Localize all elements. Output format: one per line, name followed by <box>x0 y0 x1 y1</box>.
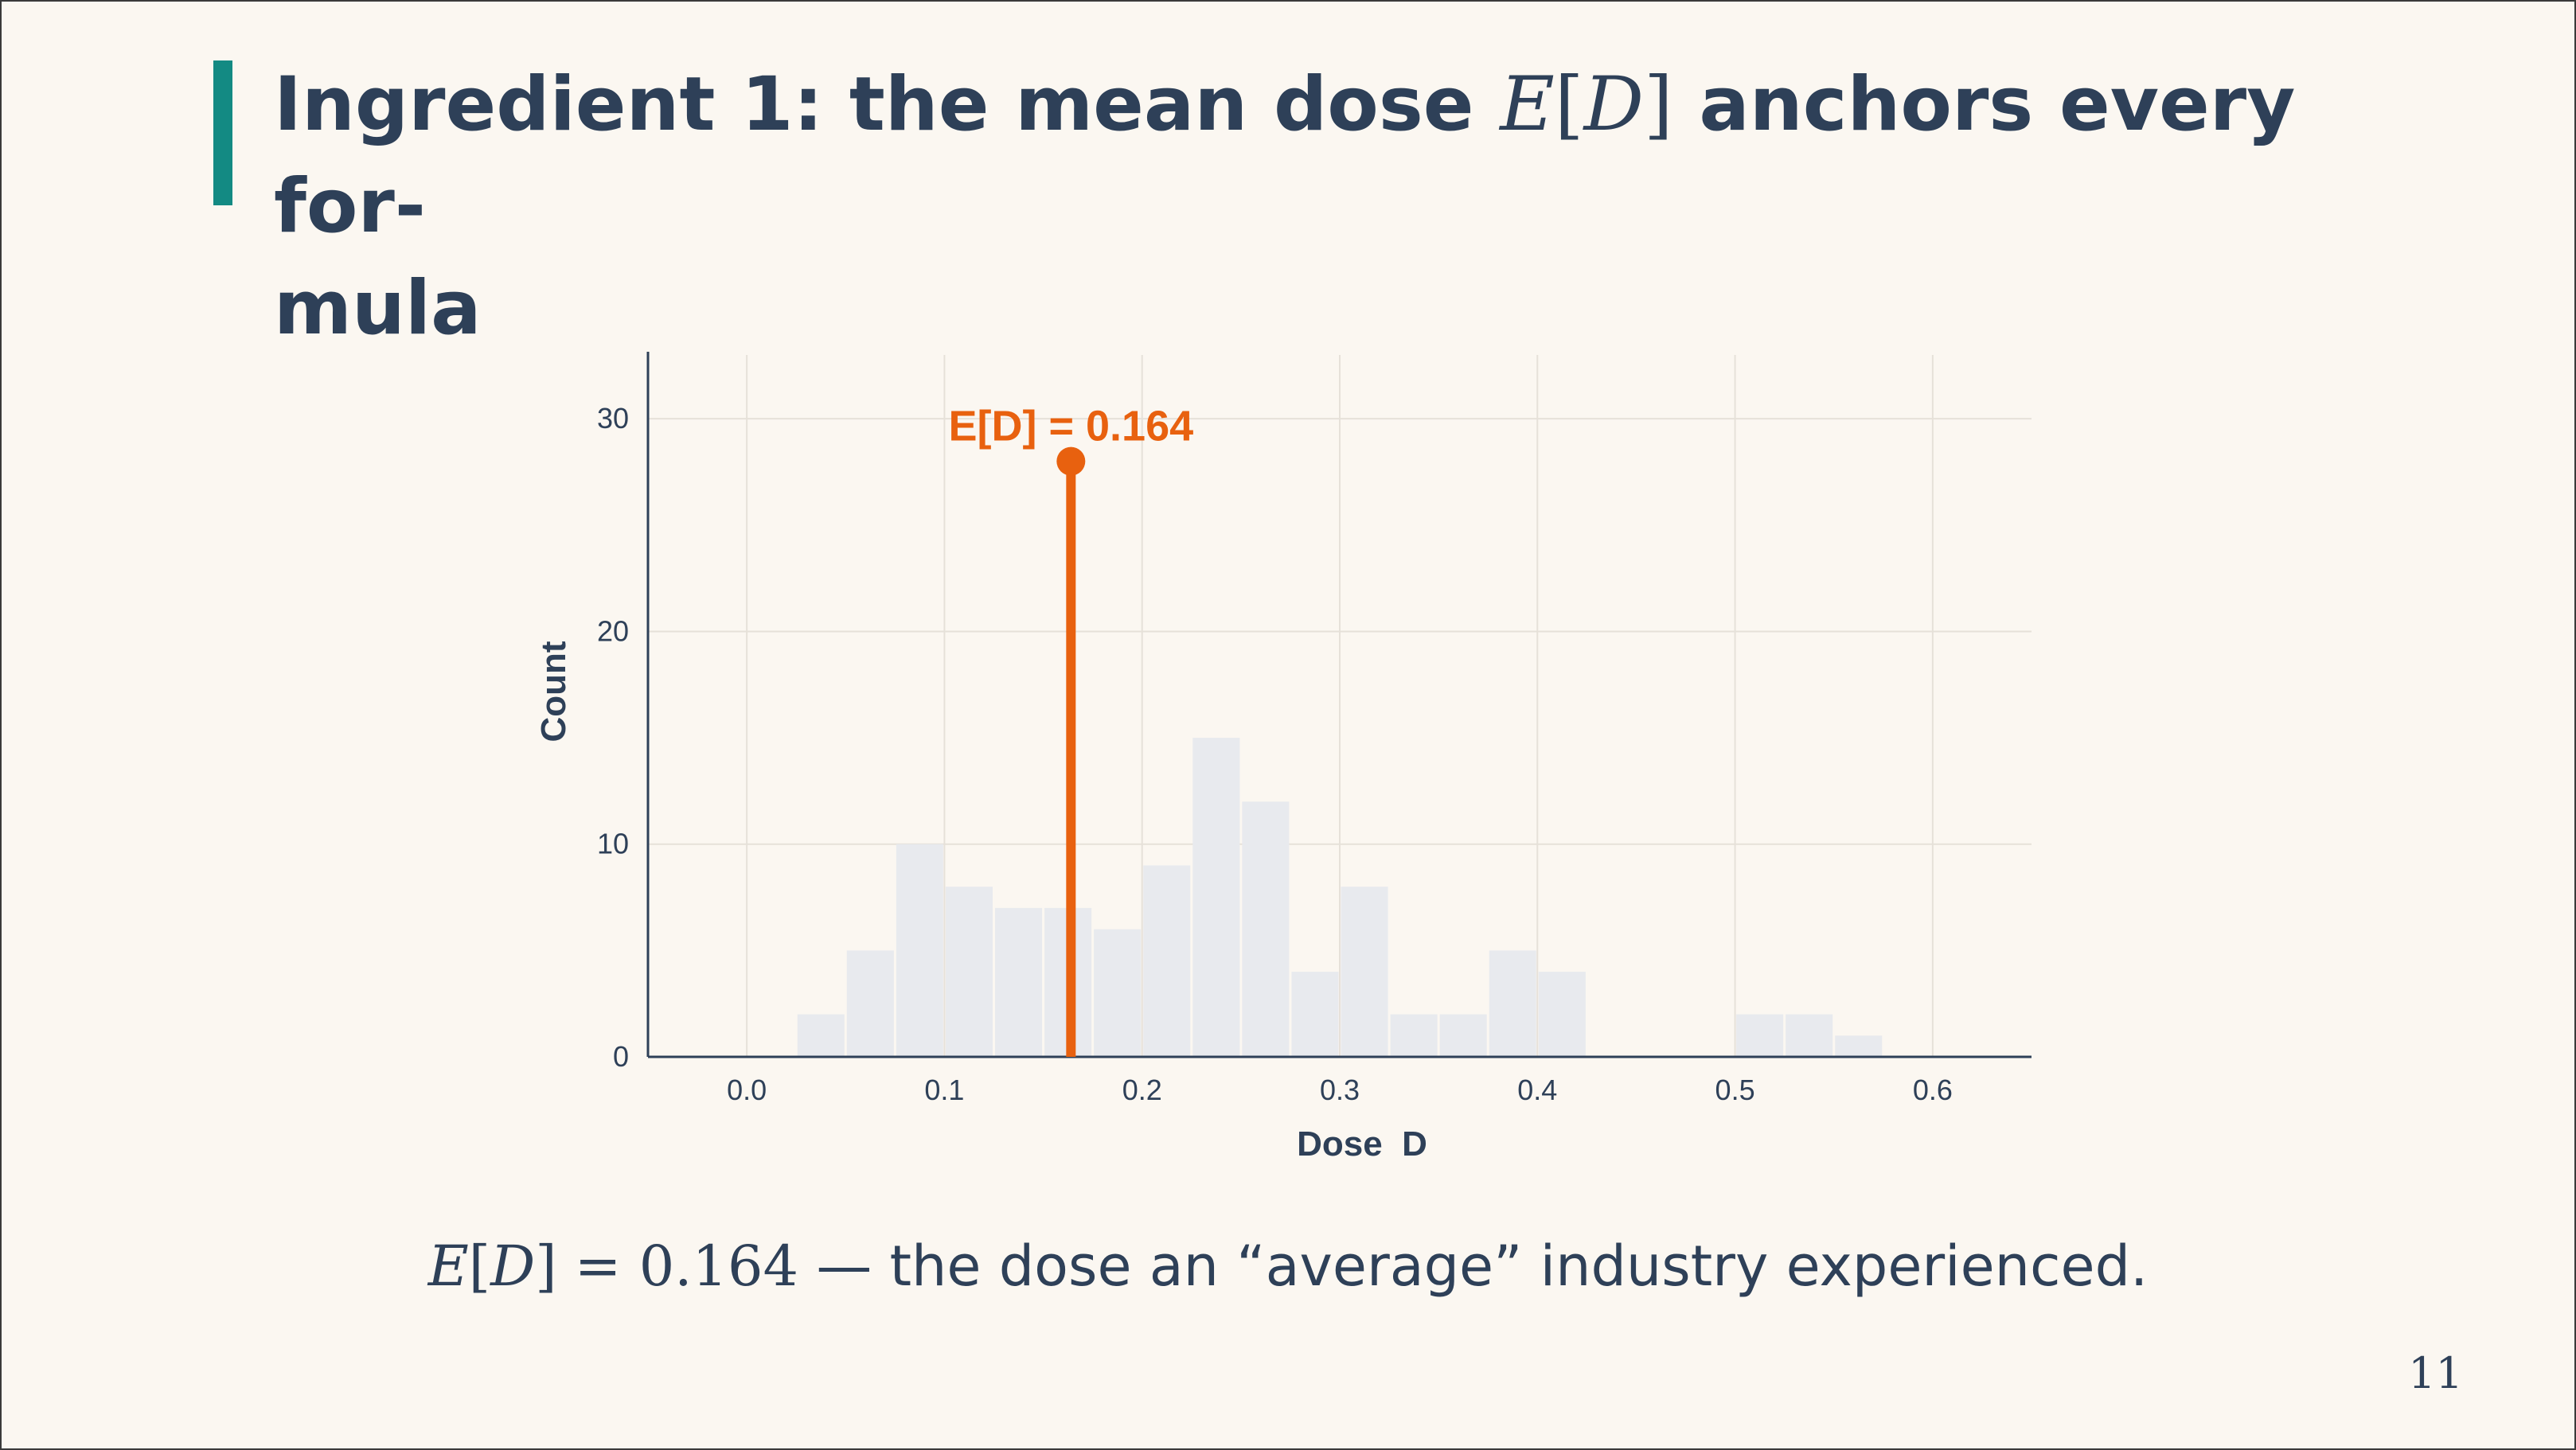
title-math-arg: D <box>1583 61 1644 148</box>
dose-histogram-chart: 0.0 0.1 0.2 0.3 0.4 0.5 0.6 0 10 20 30 Dose D Count E… <box>534 352 2032 1164</box>
x-tick-label: 0.6 <box>1913 1074 1953 1106</box>
mean-marker-label: E[D] = 0.164 <box>949 403 1194 450</box>
slide-title: Ingredient 1: the mean dose E[D] anchors… <box>274 54 2312 360</box>
x-axis-title: Dose D <box>1297 1125 1427 1164</box>
y-tick-label: 10 <box>597 828 629 860</box>
caption-math-open: [ <box>468 1234 491 1299</box>
x-tick-label: 0.3 <box>1320 1074 1360 1106</box>
x-tick-label: 0.5 <box>1715 1074 1755 1106</box>
histogram-bar <box>1192 738 1240 1057</box>
histogram-bar <box>945 887 993 1057</box>
histogram-bar <box>1786 1014 1833 1057</box>
caption: E[D] = 0.164 — the dose an “average” ind… <box>2 1234 2574 1299</box>
title-prefix: Ingredient 1: the mean dose <box>274 61 1501 148</box>
caption-math-close: ] <box>535 1234 557 1299</box>
histogram-bar <box>1538 972 1586 1057</box>
y-tick-label: 20 <box>597 614 629 647</box>
y-tick-label: 30 <box>597 402 629 435</box>
title-suffix: anchors every for- <box>274 61 2296 250</box>
histogram-bar <box>797 1014 845 1057</box>
page-number: 11 <box>2408 1348 2463 1398</box>
x-tick-label: 0.1 <box>924 1074 964 1106</box>
histogram-bar <box>1439 1014 1487 1057</box>
histogram-bar <box>1143 865 1191 1057</box>
caption-math-var: E <box>427 1234 469 1299</box>
x-tick-label: 0.2 <box>1122 1074 1162 1106</box>
mean-marker-dot <box>1056 446 1086 476</box>
caption-math-arg: D <box>490 1234 536 1299</box>
title-accent-bar <box>213 60 232 205</box>
title-math-var: E <box>1500 61 1555 148</box>
x-tick-label: 0.4 <box>1517 1074 1557 1106</box>
caption-math-eq: = 0.164 <box>556 1234 799 1299</box>
histogram-bar <box>1094 929 1142 1057</box>
title-line2: mula <box>274 265 482 352</box>
y-tick-label: 0 <box>613 1040 629 1073</box>
histogram-bar <box>1242 801 1290 1057</box>
histogram-bar <box>1390 1014 1438 1057</box>
histogram-bar <box>1291 972 1339 1057</box>
histogram-bar <box>1835 1035 1883 1057</box>
histogram-bar <box>896 844 943 1057</box>
title-math-open: [ <box>1554 61 1584 148</box>
title-math-close: ] <box>1643 61 1673 148</box>
caption-text: — the dose an “average” industry experie… <box>798 1234 2149 1299</box>
x-tick-label: 0.0 <box>727 1074 767 1106</box>
histogram-bar <box>846 950 894 1057</box>
histogram-bar <box>1489 950 1536 1057</box>
histogram-bar <box>1341 887 1388 1057</box>
y-axis-title: Count <box>534 641 573 742</box>
histogram-bar <box>1736 1014 1784 1057</box>
histogram-bar <box>995 907 1043 1057</box>
